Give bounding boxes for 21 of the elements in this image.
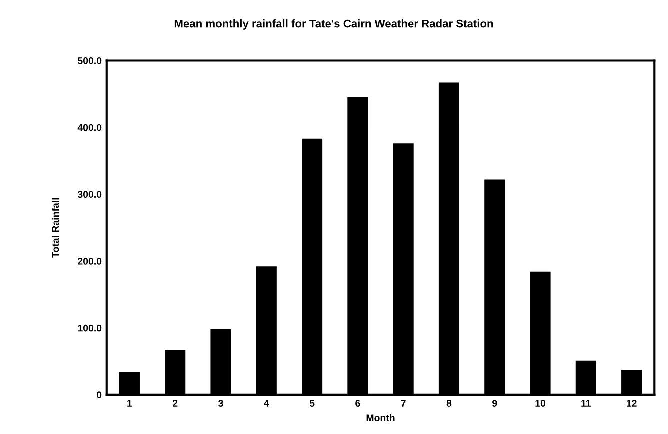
x-tick-label: 12 — [627, 400, 637, 407]
y-tick-label: 400.0 — [78, 124, 102, 132]
x-tick-label: 8 — [446, 400, 452, 407]
y-axis-title: Total Rainfall — [52, 198, 60, 258]
x-tick-label: 1 — [128, 400, 132, 407]
x-axis-title: Month — [366, 414, 395, 422]
chart-title: Mean monthly rainfall for Tate's Cairn Weather Radar Station — [174, 20, 494, 30]
x-tick-label: 3 — [218, 400, 224, 407]
x-tick-label: 11 — [582, 400, 592, 407]
x-tick-label: 4 — [264, 400, 270, 407]
y-tick-label: 200.0 — [78, 258, 102, 265]
y-tick-label: 500.0 — [78, 57, 102, 64]
x-tick-label: 2 — [172, 400, 178, 407]
x-tick-label: 7 — [401, 400, 406, 407]
y-tick-label: 300.0 — [78, 191, 102, 198]
y-tick-label: 0 — [96, 392, 102, 399]
x-tick-label: 6 — [356, 400, 360, 407]
x-tick-label: 5 — [310, 400, 315, 407]
x-tick-label: 10 — [536, 400, 546, 407]
x-tick-label: 9 — [492, 400, 498, 407]
y-tick-label: 100.0 — [78, 324, 102, 332]
